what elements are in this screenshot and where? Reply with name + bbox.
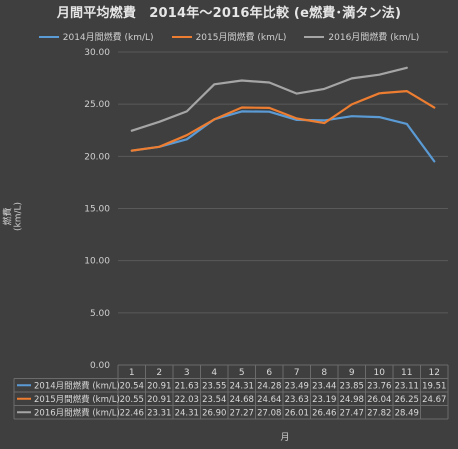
x-tick-label: 8	[321, 368, 327, 378]
data-label: 19.51	[422, 382, 446, 392]
x-tick-label: 4	[211, 368, 217, 378]
data-label: 28.49	[395, 409, 419, 419]
y-axis-title: 燃費 (km/L)	[3, 201, 24, 232]
table-series-name: 2015月間燃費 (km/L)	[34, 394, 120, 405]
data-label: 21.63	[175, 382, 199, 392]
legend-swatch-2015	[171, 35, 192, 38]
legend-item-2015: 2015月間燃費 (km/L)	[171, 30, 287, 43]
table-series-name: 2016月間燃費 (km/L)	[34, 408, 120, 419]
x-tick-label: 6	[266, 368, 272, 378]
data-label: 26.25	[395, 395, 419, 405]
x-tick-label: 7	[294, 368, 300, 378]
legend-swatch-2014	[38, 35, 59, 38]
data-label: 23.31	[147, 409, 171, 419]
series-line-2	[130, 66, 408, 132]
data-label: 23.76	[367, 382, 391, 392]
data-label: 24.31	[175, 409, 199, 419]
data-label: 22.46	[120, 409, 144, 419]
x-axis-title: 月	[280, 433, 290, 443]
x-tick-label: 3	[184, 368, 190, 378]
legend-label-2015: 2015月間燃費 (km/L)	[195, 33, 287, 43]
series-line-1	[130, 90, 436, 152]
y-tick-label: 30.00	[84, 48, 110, 58]
data-label: 23.49	[285, 382, 309, 392]
x-tick-label: 1	[129, 368, 135, 378]
data-label: 22.03	[175, 395, 199, 405]
data-label: 23.63	[285, 395, 309, 405]
data-label: 24.68	[230, 395, 254, 405]
data-label: 27.47	[340, 409, 364, 419]
y-tick-label: 10.00	[84, 257, 110, 267]
data-label: 23.11	[395, 382, 419, 392]
y-tick-label: 20.00	[84, 152, 110, 162]
legend-swatch-2016	[304, 35, 325, 38]
data-label: 27.08	[257, 409, 281, 419]
data-label: 20.54	[120, 382, 144, 392]
data-label: 23.44	[312, 382, 336, 392]
data-label: 23.54	[202, 395, 226, 405]
legend: 2014月間燃費 (km/L) 2015月間燃費 (km/L) 2016月間燃費…	[0, 30, 458, 43]
y-tick-label: 0.00	[90, 361, 110, 371]
legend-label-2014: 2014月間燃費 (km/L)	[62, 33, 154, 43]
x-tick-label: 5	[239, 368, 245, 378]
data-label: 26.90	[202, 409, 226, 419]
y-tick-label: 15.00	[84, 205, 110, 215]
x-tick-label: 9	[349, 368, 355, 378]
legend-item-2014: 2014月間燃費 (km/L)	[38, 30, 154, 43]
legend-item-2016: 2016月間燃費 (km/L)	[304, 30, 419, 43]
chart-title: 月間平均燃費 2014年～2016年比較 (e燃費･満タン法)	[56, 6, 402, 21]
x-tick-label: 12	[429, 368, 440, 378]
data-label: 20.55	[120, 395, 144, 405]
y-tick-label: 25.00	[84, 100, 110, 110]
data-label: 26.04	[367, 395, 391, 405]
y-tick-label: 5.00	[90, 309, 110, 319]
data-label: 24.31	[230, 382, 254, 392]
data-label: 23.55	[202, 382, 226, 392]
data-label: 24.28	[257, 382, 281, 392]
x-tick-label: 10	[374, 368, 386, 378]
data-label: 26.46	[312, 409, 336, 419]
data-label: 20.91	[147, 395, 171, 405]
data-label: 26.01	[285, 409, 309, 419]
table-series-name: 2014月間燃費 (km/L)	[34, 381, 120, 392]
data-label: 27.82	[367, 409, 391, 419]
legend-label-2016: 2016月間燃費 (km/L)	[328, 33, 420, 43]
data-label: 27.27	[230, 409, 254, 419]
x-tick-label: 11	[401, 368, 412, 378]
data-label: 24.98	[340, 395, 364, 405]
data-label: 24.64	[257, 395, 281, 405]
data-label: 24.67	[422, 395, 446, 405]
data-label: 23.19	[312, 395, 336, 405]
data-label: 23.85	[340, 382, 364, 392]
x-tick-label: 2	[156, 368, 162, 378]
data-label: 20.91	[147, 382, 171, 392]
series-line-0	[130, 110, 436, 163]
